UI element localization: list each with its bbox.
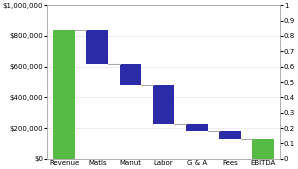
- Bar: [252, 139, 274, 159]
- Bar: [219, 131, 241, 139]
- Bar: [53, 30, 75, 159]
- Bar: [186, 124, 208, 131]
- Bar: [119, 64, 141, 85]
- Bar: [153, 85, 174, 124]
- Bar: [86, 30, 108, 64]
